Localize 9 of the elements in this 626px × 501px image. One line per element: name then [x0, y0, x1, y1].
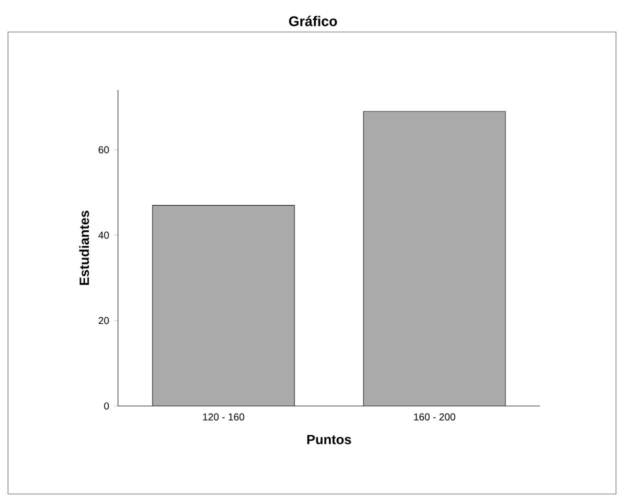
y-tick-label: 40: [98, 232, 109, 239]
x-tick-label: 120 - 160: [203, 413, 244, 420]
y-tick-label: 20: [98, 317, 109, 324]
x-tick-label: 160 - 200: [414, 413, 456, 420]
x-axis-title: Puntos: [307, 434, 352, 444]
y-tick-label: 60: [98, 146, 109, 154]
chart-title: Gráfico: [289, 16, 337, 26]
y-tick-label: 0: [104, 402, 109, 410]
y-axis-title: Estudiantes: [79, 210, 90, 285]
